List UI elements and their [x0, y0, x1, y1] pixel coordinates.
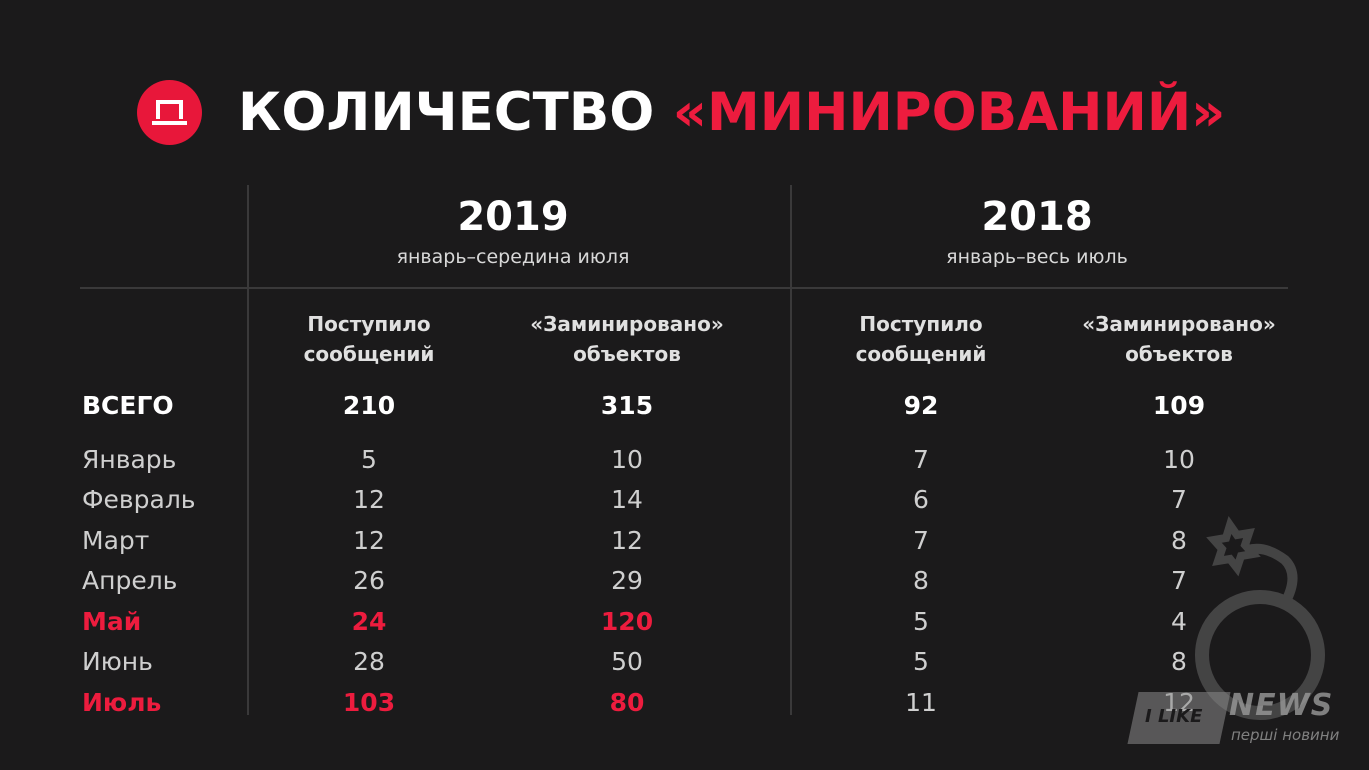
- year-2018: 2018: [981, 194, 1093, 240]
- year-2019: 2019: [457, 194, 569, 240]
- table-row-highlighted: Май 24 120 5 4: [82, 607, 1187, 636]
- bomb-icon: [1195, 516, 1325, 720]
- table-row-total: ВСЕГО 210 315 92 109: [82, 391, 1206, 420]
- colhead-2018-reports: Поступило сообщений: [855, 312, 987, 366]
- divider-vertical-left: [247, 185, 249, 715]
- colhead-2019-reports: Поступило сообщений: [303, 312, 435, 366]
- table-row: Январь 5 10 7 10: [82, 445, 1195, 474]
- period-2019: январь–середина июля: [396, 246, 630, 268]
- table-row: Февраль 12 14 6 7: [82, 485, 1187, 514]
- table-row: Март 12 12 7 8: [82, 526, 1187, 555]
- table-row: Июнь 28 50 5 8: [82, 647, 1187, 676]
- title-main: КОЛИЧЕСТВО: [238, 82, 655, 143]
- watermark-logo: I LIKE NEWS перші новини: [1127, 688, 1353, 748]
- p-letter-logo-icon: [137, 80, 202, 145]
- table-row: Апрель 26 29 8 7: [82, 566, 1187, 595]
- colhead-2019-objects: «Заминировано» объектов: [530, 312, 724, 366]
- divider-horizontal: [80, 287, 1288, 289]
- title-accent: «МИНИРОВАНИЙ»: [672, 82, 1226, 143]
- divider-vertical-middle: [790, 185, 792, 715]
- period-2018: январь–весь июль: [946, 246, 1128, 268]
- watermark-brand-left: I LIKE: [1145, 706, 1203, 727]
- page-title: КОЛИЧЕСТВО «МИНИРОВАНИЙ»: [238, 80, 1225, 146]
- watermark-brand-right: NEWS: [1229, 688, 1334, 723]
- colhead-2018-objects: «Заминировано» объектов: [1082, 312, 1276, 366]
- watermark-tagline: перші новини: [1231, 726, 1340, 744]
